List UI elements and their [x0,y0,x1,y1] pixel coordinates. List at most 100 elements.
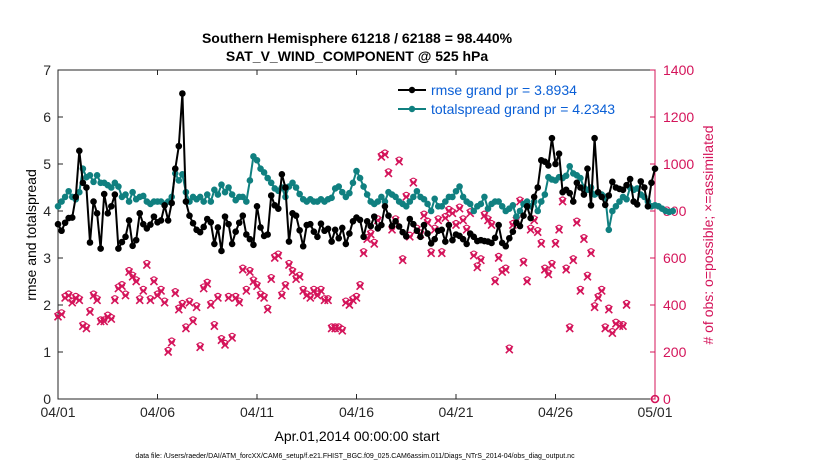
rmse-point [307,220,314,228]
obs-possible-mark [228,332,236,340]
obs-possible-mark [129,271,136,278]
spread-point [61,193,69,201]
obs-possible-mark [246,266,254,274]
y-right-tick-label: 1400 [663,62,694,78]
obs-possible-mark [339,325,346,333]
spread-point [402,203,410,210]
spread-point [477,200,485,208]
spread-point [438,203,446,210]
obs-possible-mark [623,299,630,307]
y-right-tick-label: 0 [663,391,671,407]
rmse-point [495,221,502,229]
rmse-point [637,178,645,185]
obs-possible-mark [168,337,175,344]
spread-point [90,178,97,186]
obs-possible-mark [605,304,613,311]
rmse-point [253,203,261,210]
obs-possible-mark [90,290,97,297]
obs-possible-mark [314,290,321,297]
rmse-point [331,226,339,234]
rmse-point [569,198,577,205]
obs-possible-mark [83,323,90,330]
obs-possible-mark [470,250,477,257]
obs-possible-mark [211,320,218,328]
spread-point [129,188,136,196]
obs-possible-mark [477,255,485,262]
rmse-point [211,240,218,248]
obs-possible-mark [346,299,353,307]
obs-possible-mark [150,276,158,283]
spread-point [413,187,421,195]
rmse-point [285,238,293,245]
obs-possible-mark [495,252,502,260]
obs-possible-mark [76,295,83,302]
obs-possible-mark [161,297,168,304]
spread-point [449,193,456,201]
rmse-point [139,220,147,228]
rmse-point [335,234,343,242]
rmse-point [214,224,222,231]
obs-possible-mark [250,276,257,283]
obs-possible-mark [125,266,133,274]
plot-area: 04/01 04/06 04/11 04/16 04/21 04/26 05/0101234… [40,62,694,420]
spread-point [356,174,364,182]
rmse-point [150,213,158,220]
spread-point [349,179,357,187]
obs-end-mark [650,394,660,404]
rmse-point [129,242,136,250]
data-file-footnote: data file: /Users/raeder/DAI/ATM_forcXX/… [135,453,575,460]
rmse-point [186,212,193,219]
rmse-point [609,178,616,186]
obs-possible-mark [264,304,271,311]
rmse-point [207,218,215,226]
obs-possible-mark [459,215,467,222]
spread-point [296,190,303,198]
obs-possible-mark [516,196,524,203]
obs-possible-mark [538,238,545,246]
spread-point [58,198,65,205]
spread-point [211,186,218,194]
obs-possible-mark [278,290,286,297]
rmse-point [182,198,190,205]
rmse-point [243,231,250,238]
obs-possible-mark [275,250,282,257]
rmse-point [438,226,446,234]
rmse-point [310,228,318,235]
spread-point [452,187,460,195]
rmse-point [221,213,229,220]
obs-possible-mark [534,226,541,234]
y-axis-label-left: rmse and totalspread [23,169,39,301]
spread-point [427,207,435,215]
rmse-point [292,212,300,219]
rmse-point [410,220,417,228]
rmse-point [459,235,467,243]
obs-possible-mark [523,276,531,283]
obs-possible-mark [559,196,566,203]
obs-possible-mark [100,316,108,323]
x-axis-label: Apr.01,2014 00:00:00 start [274,428,439,444]
legend-rmse-label: rmse grand pr = 3.8934 [431,82,577,98]
rmse-point [360,233,367,241]
obs-possible-mark [296,271,303,278]
rmse-point [651,165,659,172]
rmse-point [534,184,542,191]
obs-possible-mark [218,335,225,342]
spread-point [239,193,247,201]
obs-possible-mark [435,215,442,222]
y-left-tick-label: 0 [43,391,51,407]
obs-possible-mark [214,292,222,300]
x-tick-label: 04/16 [339,404,374,420]
rmse-point [282,184,289,191]
x-tick-label: 05/01 [637,404,672,420]
spread-point [374,198,382,205]
obs-possible-mark [118,281,126,288]
obs-possible-mark [491,276,499,283]
rmse-point [598,193,605,201]
rmse-point [356,216,364,224]
obs-possible-mark [424,217,431,224]
obs-possible-mark [562,264,570,271]
rmse-point [228,240,236,248]
rmse-point [545,162,552,169]
rmse-point [367,222,375,230]
spread-point [253,156,261,164]
